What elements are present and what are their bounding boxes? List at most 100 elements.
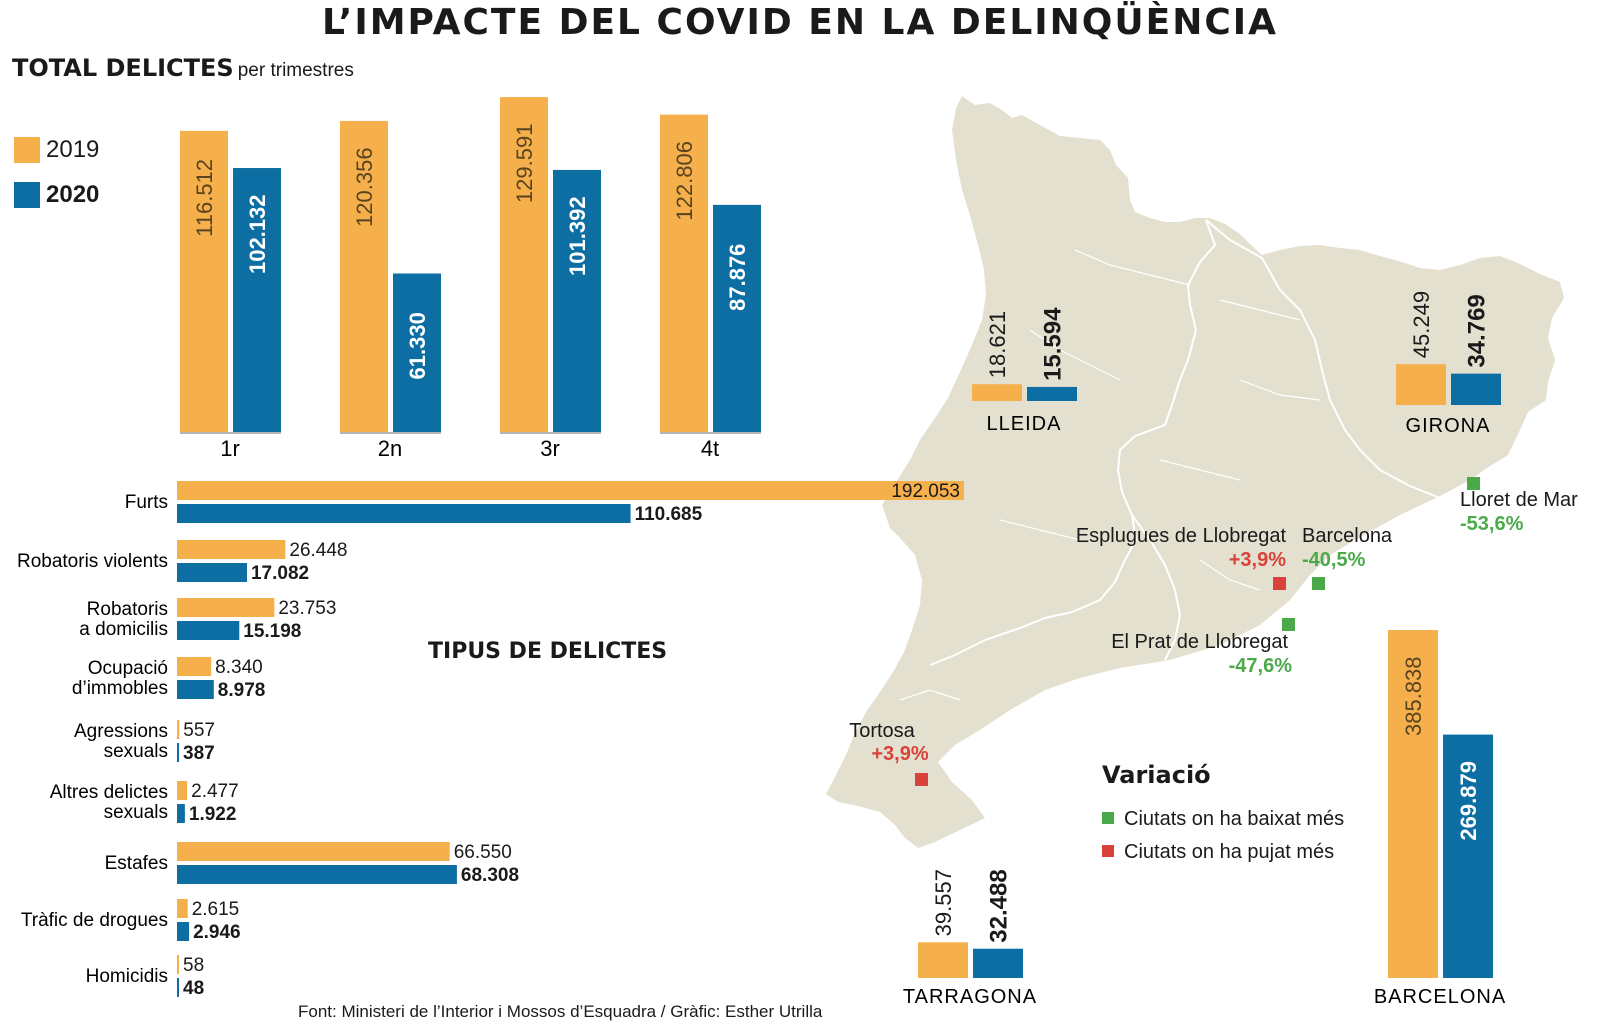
catalonia-map xyxy=(826,96,1564,848)
value-label-tr-fic-de-drogues-2019: 2.615 xyxy=(192,899,240,920)
bar-province-GIRONA-2019 xyxy=(1396,364,1446,405)
bar-province-LLEIDA-2019 xyxy=(972,384,1022,401)
category-label-robatoris-a-domicilis-1: Robatoris xyxy=(87,599,168,620)
city-name-esplugues-de-llobregat: Esplugues de Llobregat xyxy=(1076,525,1287,547)
value-label-furts-2019: 192.053 xyxy=(891,481,960,502)
province-border-girona xyxy=(1205,219,1441,499)
legend-swatch-2019 xyxy=(14,137,40,163)
city-change-tortosa: +3,9% xyxy=(871,743,928,765)
label-province-GIRONA-2019: 45.249 xyxy=(1409,291,1434,358)
bar-province-BARCELONA-2020 xyxy=(1443,734,1493,978)
tick-label-4t: 4t xyxy=(701,436,719,461)
bar-province-BARCELONA-2019 xyxy=(1388,630,1438,978)
variacio-label-baixat: Ciutats on ha baixat més xyxy=(1124,808,1345,830)
value-label-ocupaci-d-immobles-2019: 8.340 xyxy=(215,657,263,678)
category-label-ocupaci-d-immobles-2: d’immobles xyxy=(72,678,168,699)
chart-subtitle: TOTAL DELICTES per trimestres xyxy=(12,54,354,82)
label-province-TARRAGONA-2019: 39.557 xyxy=(931,869,956,936)
bar-quarter-4t-2020 xyxy=(713,204,761,432)
label-province-TARRAGONA-2020: 32.488 xyxy=(986,869,1013,942)
bar-quarter-2n-2019 xyxy=(340,120,388,433)
chart-marks: 116.512 102.132 1r 120.356 61.330 2n 129.591 10… xyxy=(17,97,1578,1008)
bar-quarter-1r-2019 xyxy=(180,130,228,432)
city-name-el-prat-de-llobregat: El Prat de Llobregat xyxy=(1111,631,1288,653)
bar-type-robatoris-a-domicilis-2020 xyxy=(177,621,240,640)
category-label-altres-delictes-sexuals-2: sexuals xyxy=(104,802,168,823)
category-label-tr-fic-de-drogues: Tràfic de drogues xyxy=(21,910,168,931)
bar-province-TARRAGONA-2019 xyxy=(918,942,968,978)
label-province-GIRONA-2020: 34.769 xyxy=(1464,294,1491,367)
label-quarter-3r-2019: 129.591 xyxy=(512,124,537,204)
city-change-barcelona: -40,5% xyxy=(1302,549,1366,571)
city-change-el-prat-de-llobregat: -47,6% xyxy=(1229,655,1293,677)
legend-label-2019: 2019 xyxy=(46,136,100,163)
value-label-robatoris-a-domicilis-2019: 23.753 xyxy=(278,598,336,619)
section-title: TIPUS DE DELICTES xyxy=(428,639,668,664)
bar-province-GIRONA-2020 xyxy=(1451,373,1501,405)
bar-type-estafes-2020 xyxy=(177,865,457,884)
province-name-BARCELONA: BARCELONA xyxy=(1374,986,1506,1008)
province-name-GIRONA: GIRONA xyxy=(1406,415,1491,437)
label-province-LLEIDA-2020: 15.594 xyxy=(1040,307,1067,381)
bar-quarter-4t-2019 xyxy=(660,114,708,432)
city-marker-barcelona xyxy=(1312,577,1325,590)
value-label-furts-2020: 110.685 xyxy=(635,504,703,525)
value-label-robatoris-violents-2020: 17.082 xyxy=(251,563,309,584)
province-border-tarragona xyxy=(1131,514,1182,661)
city-marker-el-prat-de-llobregat xyxy=(1282,618,1295,631)
bar-type-altres-delictes-sexuals-2019 xyxy=(177,781,188,800)
category-label-robatoris-violents: Robatoris violents xyxy=(17,551,168,572)
category-label-homicidis: Homicidis xyxy=(86,966,168,987)
city-marker-lloret-de-mar xyxy=(1467,477,1480,490)
label-quarter-2n-2019: 120.356 xyxy=(352,147,377,227)
city-change-lloret-de-mar: -53,6% xyxy=(1460,513,1524,535)
label-province-BARCELONA-2020: 269.879 xyxy=(1456,761,1481,841)
province-name-LLEIDA: LLEIDA xyxy=(987,413,1062,435)
value-label-robatoris-a-domicilis-2020: 15.198 xyxy=(243,621,301,642)
bar-type-ocupaci-d-immobles-2020 xyxy=(177,680,214,699)
category-label-altres-delictes-sexuals-1: Altres delictes xyxy=(50,782,168,803)
label-quarter-4t-2020: 87.876 xyxy=(725,244,750,311)
city-marker-tortosa xyxy=(915,773,928,786)
label-quarter-3r-2020: 101.392 xyxy=(565,196,590,276)
label-quarter-2n-2020: 61.330 xyxy=(405,312,430,379)
value-label-altres-delictes-sexuals-2019: 2.477 xyxy=(191,781,239,802)
category-label-agressions-sexuals-1: Agressions xyxy=(74,721,168,742)
bar-quarter-3r-2019 xyxy=(500,97,548,433)
bar-quarter-2n-2020 xyxy=(393,273,441,432)
bar-type-agressions-sexuals-2020 xyxy=(177,743,179,762)
variacio-label-pujat: Ciutats on ha pujat més xyxy=(1124,841,1335,863)
bar-type-robatoris-violents-2019 xyxy=(177,540,286,559)
city-change-esplugues-de-llobregat: +3,9% xyxy=(1229,549,1286,571)
map-shape xyxy=(826,96,1564,848)
bar-quarter-3r-2020 xyxy=(553,169,601,432)
value-label-ocupaci-d-immobles-2020: 8.978 xyxy=(218,680,266,701)
green-square-icon xyxy=(1102,812,1114,824)
value-label-homicidis-2020: 48 xyxy=(183,978,204,999)
subtitle-bold: TOTAL DELICTES xyxy=(12,54,234,82)
value-label-agressions-sexuals-2019: 557 xyxy=(183,720,215,741)
bar-type-homicidis-2019 xyxy=(177,955,179,974)
bar-type-ocupaci-d-immobles-2019 xyxy=(177,657,212,676)
label-province-LLEIDA-2019: 18.621 xyxy=(985,311,1010,378)
city-name-tortosa: Tortosa xyxy=(849,720,915,742)
label-quarter-1r-2019: 116.512 xyxy=(192,159,217,237)
legend-swatch-2020 xyxy=(14,182,40,208)
bar-province-TARRAGONA-2020 xyxy=(973,948,1023,978)
tick-label-3r: 3r xyxy=(540,436,560,461)
bar-type-tr-fic-de-drogues-2019 xyxy=(177,899,188,918)
value-label-agressions-sexuals-2020: 387 xyxy=(183,743,215,764)
bar-type-homicidis-2020 xyxy=(177,978,179,997)
variacio-title: Variació xyxy=(1102,761,1211,789)
label-quarter-4t-2019: 122.806 xyxy=(672,141,697,221)
value-label-estafes-2020: 68.308 xyxy=(461,865,519,886)
city-name-lloret-de-mar: Lloret de Mar xyxy=(1460,489,1578,511)
category-label-estafes: Estafes xyxy=(105,853,168,874)
bar-type-tr-fic-de-drogues-2020 xyxy=(177,922,190,941)
label-quarter-1r-2020: 102.132 xyxy=(245,194,270,274)
variacio-item-pujat: Ciutats on ha pujat més xyxy=(1102,841,1334,864)
label-province-BARCELONA-2019: 385.838 xyxy=(1401,656,1426,736)
bar-type-estafes-2019 xyxy=(177,842,450,861)
source-credit: Font: Ministeri de l’Interior i Mossos d… xyxy=(298,1002,823,1021)
